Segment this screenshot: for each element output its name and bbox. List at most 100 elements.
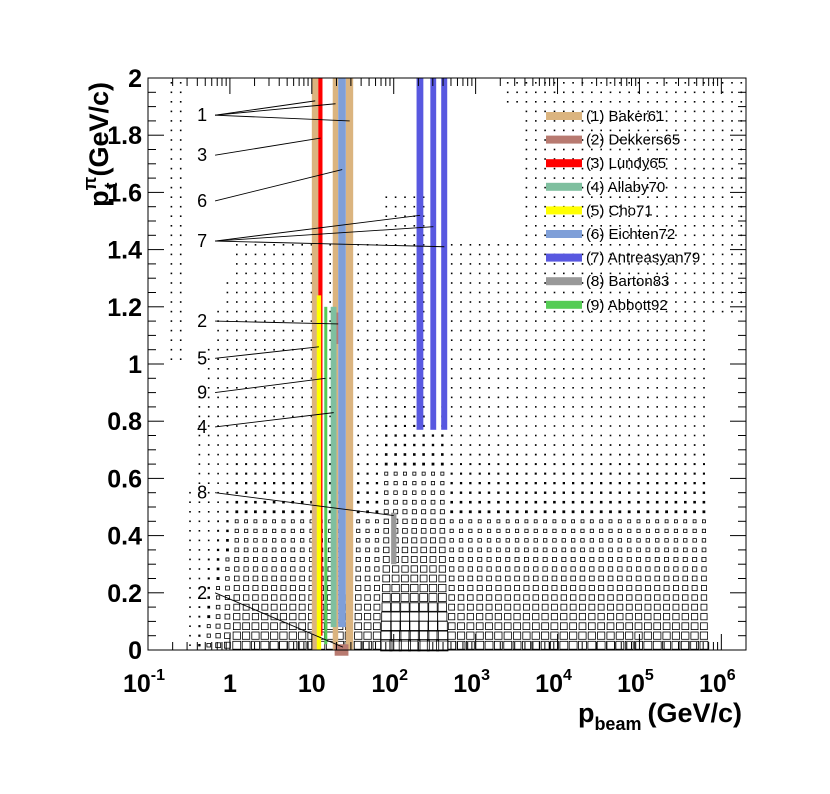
density-box bbox=[619, 186, 621, 189]
density-box bbox=[170, 110, 173, 113]
density-box bbox=[703, 148, 705, 151]
density-box bbox=[488, 272, 490, 275]
density-box bbox=[619, 215, 621, 217]
density-box bbox=[551, 575, 558, 582]
density-box bbox=[413, 234, 416, 237]
density-box bbox=[561, 519, 566, 524]
x-tick-label: 10-1 bbox=[123, 667, 165, 698]
density-box bbox=[450, 348, 453, 351]
density-box bbox=[245, 482, 248, 485]
density-box bbox=[440, 481, 445, 486]
density-box bbox=[721, 253, 724, 256]
density-box bbox=[553, 434, 556, 437]
density-box bbox=[690, 631, 699, 640]
density-box bbox=[544, 244, 546, 246]
density-box bbox=[674, 510, 678, 514]
density-box bbox=[478, 463, 481, 466]
density-box bbox=[591, 415, 593, 418]
density-box bbox=[217, 520, 219, 523]
density-box bbox=[675, 82, 677, 84]
density-box bbox=[179, 205, 182, 208]
density-box bbox=[516, 301, 518, 303]
legend-entry: (2) Dekkers65 bbox=[586, 132, 680, 149]
density-box bbox=[690, 622, 699, 630]
density-box bbox=[628, 348, 630, 351]
density-box bbox=[525, 215, 528, 217]
density-box bbox=[619, 434, 621, 437]
density-box bbox=[373, 613, 381, 621]
density-box bbox=[475, 631, 484, 640]
density-box bbox=[618, 463, 621, 466]
density-box bbox=[619, 387, 621, 389]
density-box bbox=[355, 566, 361, 572]
density-box bbox=[553, 491, 556, 494]
density-box bbox=[626, 594, 633, 601]
density-box bbox=[665, 263, 668, 265]
density-box bbox=[665, 196, 668, 198]
density-box bbox=[516, 415, 518, 418]
density-box bbox=[460, 244, 462, 246]
density-box bbox=[684, 158, 687, 160]
density-box bbox=[282, 282, 285, 284]
density-box bbox=[366, 348, 369, 351]
density-box bbox=[581, 310, 584, 313]
density-box bbox=[682, 594, 689, 601]
density-box bbox=[179, 263, 182, 265]
density-box bbox=[656, 91, 658, 94]
density-box bbox=[226, 444, 229, 446]
density-box bbox=[488, 244, 490, 246]
density-box bbox=[591, 272, 593, 275]
density-box bbox=[437, 611, 448, 622]
density-box bbox=[357, 463, 360, 466]
density-box bbox=[628, 339, 630, 341]
density-box bbox=[189, 587, 191, 589]
density-box bbox=[447, 622, 456, 630]
density-box bbox=[245, 434, 247, 437]
density-box bbox=[376, 434, 378, 437]
density-box bbox=[506, 282, 509, 284]
density-box bbox=[609, 368, 612, 370]
density-box bbox=[301, 320, 303, 322]
density-box bbox=[291, 482, 294, 485]
density-box bbox=[590, 453, 593, 456]
density-box bbox=[665, 177, 668, 179]
density-box bbox=[488, 387, 490, 389]
density-box bbox=[636, 557, 641, 562]
density-box bbox=[560, 613, 568, 621]
density-box bbox=[215, 623, 221, 629]
density-box bbox=[656, 348, 658, 351]
density-box bbox=[637, 444, 640, 446]
density-box bbox=[299, 547, 305, 553]
density-box bbox=[273, 415, 275, 418]
density-box bbox=[572, 263, 574, 265]
density-box bbox=[675, 434, 677, 437]
density-box bbox=[254, 339, 257, 341]
density-box bbox=[560, 603, 568, 611]
density-box bbox=[198, 596, 201, 599]
density-box bbox=[646, 463, 649, 466]
density-box bbox=[534, 491, 537, 494]
density-box bbox=[684, 348, 687, 351]
density-box bbox=[170, 272, 173, 275]
density-box bbox=[590, 491, 593, 494]
density-box bbox=[410, 556, 418, 563]
density-box bbox=[665, 244, 668, 246]
density-box bbox=[578, 622, 587, 630]
density-box bbox=[628, 186, 630, 189]
density-box bbox=[646, 500, 650, 504]
density-box bbox=[329, 282, 331, 284]
density-box bbox=[450, 472, 453, 475]
density-box bbox=[645, 585, 651, 591]
density-box bbox=[656, 148, 658, 151]
density-box bbox=[170, 91, 173, 94]
density-box bbox=[207, 358, 210, 360]
density-box bbox=[282, 339, 285, 341]
density-box bbox=[430, 528, 436, 534]
density-box bbox=[422, 225, 425, 227]
density-box bbox=[310, 377, 313, 380]
density-box bbox=[628, 225, 630, 227]
density-box bbox=[217, 463, 219, 465]
density-box bbox=[740, 253, 743, 256]
density-box bbox=[634, 631, 643, 640]
density-box bbox=[401, 537, 408, 544]
